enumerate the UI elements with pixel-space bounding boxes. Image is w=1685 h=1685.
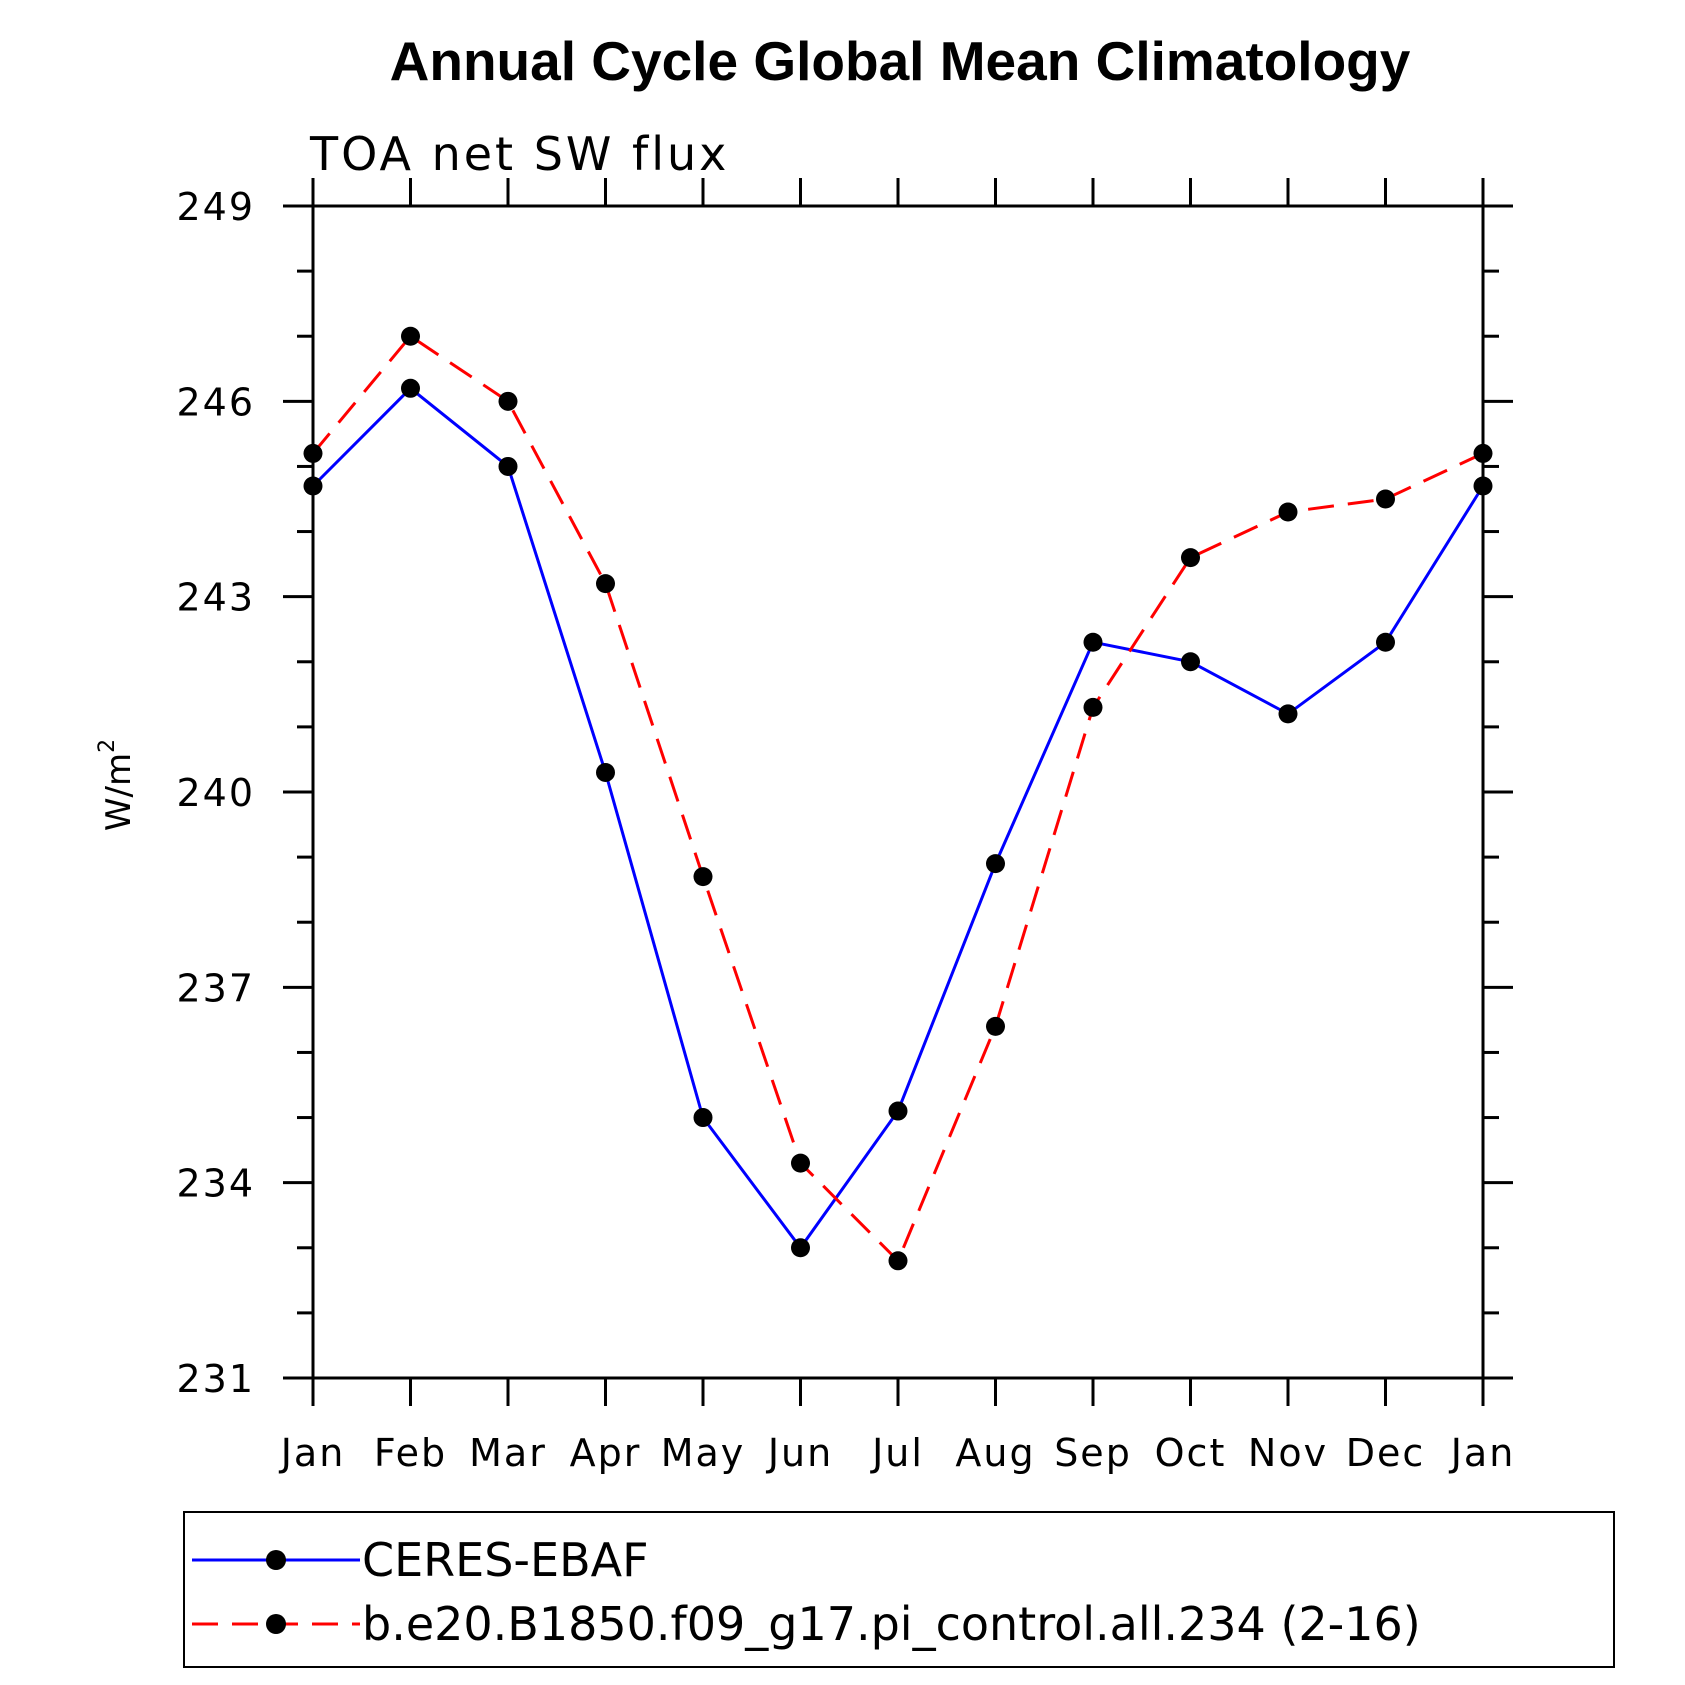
- x-tick-label: Nov: [1248, 1431, 1328, 1475]
- series-1-point: [1278, 704, 1298, 724]
- x-tick-label: Mar: [469, 1431, 547, 1475]
- y-tick-label: 240: [176, 771, 255, 815]
- series-1-point: [498, 456, 518, 476]
- series-1-point: [401, 378, 420, 398]
- x-tick-label: May: [661, 1431, 746, 1475]
- legend: CERES-EBAF b.e20.B1850.f09_g17.pi_control…: [183, 1511, 1615, 1668]
- series-2-point: [693, 867, 713, 887]
- y-tick-label: 234: [176, 1162, 255, 1206]
- series-1-point: [791, 1238, 810, 1258]
- legend-box: [183, 1511, 1615, 1668]
- series-1-point: [1083, 632, 1103, 652]
- legend-label-1: CERES-EBAF: [362, 1533, 649, 1587]
- chart-subtitle: TOA net SW flux: [309, 127, 729, 181]
- series-1-point: [693, 1108, 713, 1128]
- series-1-point: [1376, 632, 1395, 652]
- y-tick-label: 237: [176, 966, 255, 1010]
- series-1-point: [1181, 652, 1200, 672]
- y-tick-label: 249: [176, 185, 255, 229]
- series-2-point: [498, 391, 518, 411]
- series-2-point: [1278, 502, 1298, 522]
- legend-marker-1: [266, 1550, 286, 1570]
- y-axis-label: W/m2: [95, 739, 139, 831]
- series-1-point: [1473, 476, 1493, 496]
- series-1-point: [303, 476, 323, 496]
- y-axis-label-superscript: 2: [95, 739, 120, 753]
- y-axis-label-unit: W/m: [99, 753, 139, 831]
- series-2-point: [888, 1251, 908, 1271]
- series-2-point: [596, 574, 615, 594]
- legend-marker-2: [266, 1614, 286, 1634]
- series-2-point: [1376, 489, 1395, 509]
- legend-label-2: b.e20.B1850.f09_g17.pi_control.all.234 (…: [362, 1597, 1421, 1651]
- y-tick-label: 246: [176, 380, 255, 424]
- plot-frame: [311, 204, 1485, 1380]
- series-2-point: [791, 1153, 810, 1173]
- x-tick-label: Dec: [1346, 1431, 1426, 1475]
- y-tick-label: 231: [176, 1357, 255, 1401]
- series-2-point: [1473, 443, 1493, 463]
- series-1-point: [888, 1101, 908, 1121]
- x-tick-label: Jan: [1449, 1431, 1516, 1475]
- x-tick-label: Aug: [955, 1431, 1035, 1475]
- x-tick-label: Sep: [1054, 1431, 1132, 1475]
- x-tick-label: Jun: [766, 1431, 833, 1475]
- series-2-point: [401, 326, 420, 346]
- axes: Jan Feb Mar Apr May Jun Jul Aug Sep Oct Nov Dec Jan 2…: [176, 178, 1516, 1475]
- series-2-point: [986, 1016, 1005, 1036]
- y-tick-label: 243: [176, 576, 255, 620]
- series-layer: [303, 326, 1493, 1271]
- x-tick-label: Apr: [570, 1431, 642, 1475]
- series-2-point: [1181, 548, 1200, 568]
- x-tick-label: Oct: [1155, 1431, 1227, 1475]
- x-tick-label: Feb: [374, 1431, 447, 1475]
- x-tick-label: Jul: [870, 1431, 924, 1475]
- series-line-2: [311, 334, 1484, 1264]
- series-1-point: [986, 854, 1005, 874]
- x-tick-label: Jan: [279, 1431, 346, 1475]
- series-1-point: [596, 762, 615, 782]
- series-2-point: [303, 443, 323, 463]
- chart-title: Annual Cycle Global Mean Climatology: [390, 30, 1411, 92]
- series-2-point: [1083, 697, 1103, 717]
